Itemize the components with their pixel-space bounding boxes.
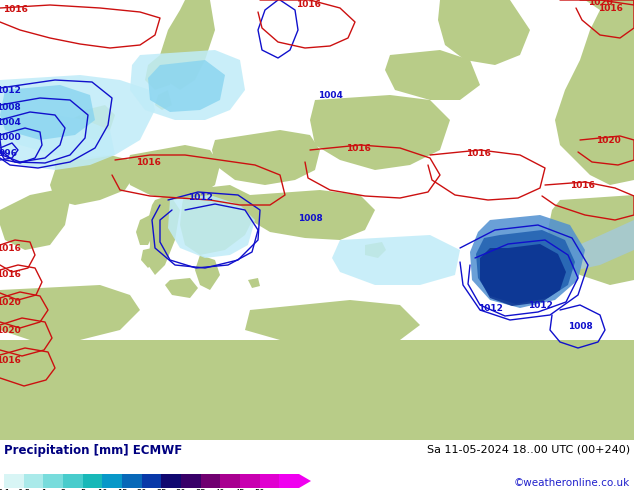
Text: 5: 5 [80,489,86,490]
Text: 1016: 1016 [569,180,595,190]
Polygon shape [0,285,140,340]
Text: 1020: 1020 [0,325,20,335]
Polygon shape [438,0,530,65]
Polygon shape [165,278,198,298]
Polygon shape [141,248,154,268]
Text: 0.1: 0.1 [0,489,11,490]
Polygon shape [332,235,460,285]
Text: 2: 2 [60,489,66,490]
Polygon shape [0,190,70,250]
Polygon shape [365,242,386,258]
Text: 1016: 1016 [598,3,623,13]
Text: 1012: 1012 [527,300,552,310]
Bar [43,474,63,488]
Polygon shape [0,115,115,170]
Polygon shape [299,474,311,488]
Bar [141,474,161,488]
Text: 1016: 1016 [0,244,20,252]
Polygon shape [155,90,172,110]
Polygon shape [310,95,450,170]
Polygon shape [385,50,480,100]
Polygon shape [168,195,255,258]
Text: 1008: 1008 [297,214,322,222]
Text: 20: 20 [136,489,147,490]
Polygon shape [0,85,95,140]
Text: 1004: 1004 [0,118,20,126]
Polygon shape [480,244,566,306]
Text: ©weatheronline.co.uk: ©weatheronline.co.uk [514,478,630,488]
Text: 1000: 1000 [0,132,20,142]
Polygon shape [195,255,220,290]
Bar [221,474,240,488]
Polygon shape [136,215,155,245]
Polygon shape [212,130,320,185]
Polygon shape [548,195,634,285]
Polygon shape [530,0,634,185]
Text: 1016: 1016 [0,356,20,365]
Text: 40: 40 [215,489,226,490]
Bar [102,474,122,488]
Text: 1020: 1020 [588,0,612,6]
Text: 1020: 1020 [0,297,20,307]
Text: 1016: 1016 [465,148,491,157]
Polygon shape [248,278,260,288]
Bar [161,474,181,488]
Polygon shape [130,50,245,120]
Text: 1016: 1016 [136,157,160,167]
Text: 0.5: 0.5 [17,489,30,490]
Bar [240,474,260,488]
Text: Sa 11-05-2024 18..00 UTC (00+240): Sa 11-05-2024 18..00 UTC (00+240) [427,444,630,454]
Text: 1016: 1016 [295,0,320,8]
Polygon shape [160,0,215,90]
Text: 1: 1 [41,489,46,490]
Text: 50: 50 [254,489,265,490]
Polygon shape [0,75,155,160]
Bar [201,474,221,488]
Polygon shape [125,145,220,200]
Text: 25: 25 [156,489,167,490]
Polygon shape [180,185,255,255]
Text: 1012: 1012 [188,193,212,201]
Text: 996: 996 [0,148,18,157]
Text: 35: 35 [195,489,206,490]
Text: 10: 10 [97,489,108,490]
Text: 30: 30 [176,489,186,490]
Text: 1020: 1020 [595,136,621,145]
Bar [280,474,299,488]
Text: 1012: 1012 [0,85,20,95]
Polygon shape [50,155,135,205]
Polygon shape [67,115,82,133]
Text: 1008: 1008 [0,102,20,112]
Bar [63,474,82,488]
Bar [181,474,201,488]
Text: 1004: 1004 [318,91,342,99]
Polygon shape [555,220,634,272]
Bar [260,474,280,488]
Polygon shape [80,105,115,140]
Text: Precipitation [mm] ECMWF: Precipitation [mm] ECMWF [4,444,182,457]
Polygon shape [248,190,375,240]
Polygon shape [148,60,225,112]
Polygon shape [470,215,585,308]
Bar [82,474,102,488]
Text: 1008: 1008 [567,321,592,330]
Text: 1012: 1012 [477,303,502,313]
Text: 45: 45 [235,489,245,490]
Polygon shape [245,300,420,340]
Polygon shape [0,340,634,440]
Text: 1016: 1016 [346,144,370,152]
Text: 15: 15 [117,489,127,490]
Bar [122,474,141,488]
Bar [23,474,43,488]
Text: 1016: 1016 [0,270,20,278]
Bar [4,474,23,488]
Text: 1016: 1016 [3,4,27,14]
Polygon shape [476,230,575,304]
Polygon shape [148,195,180,275]
Polygon shape [145,55,175,90]
